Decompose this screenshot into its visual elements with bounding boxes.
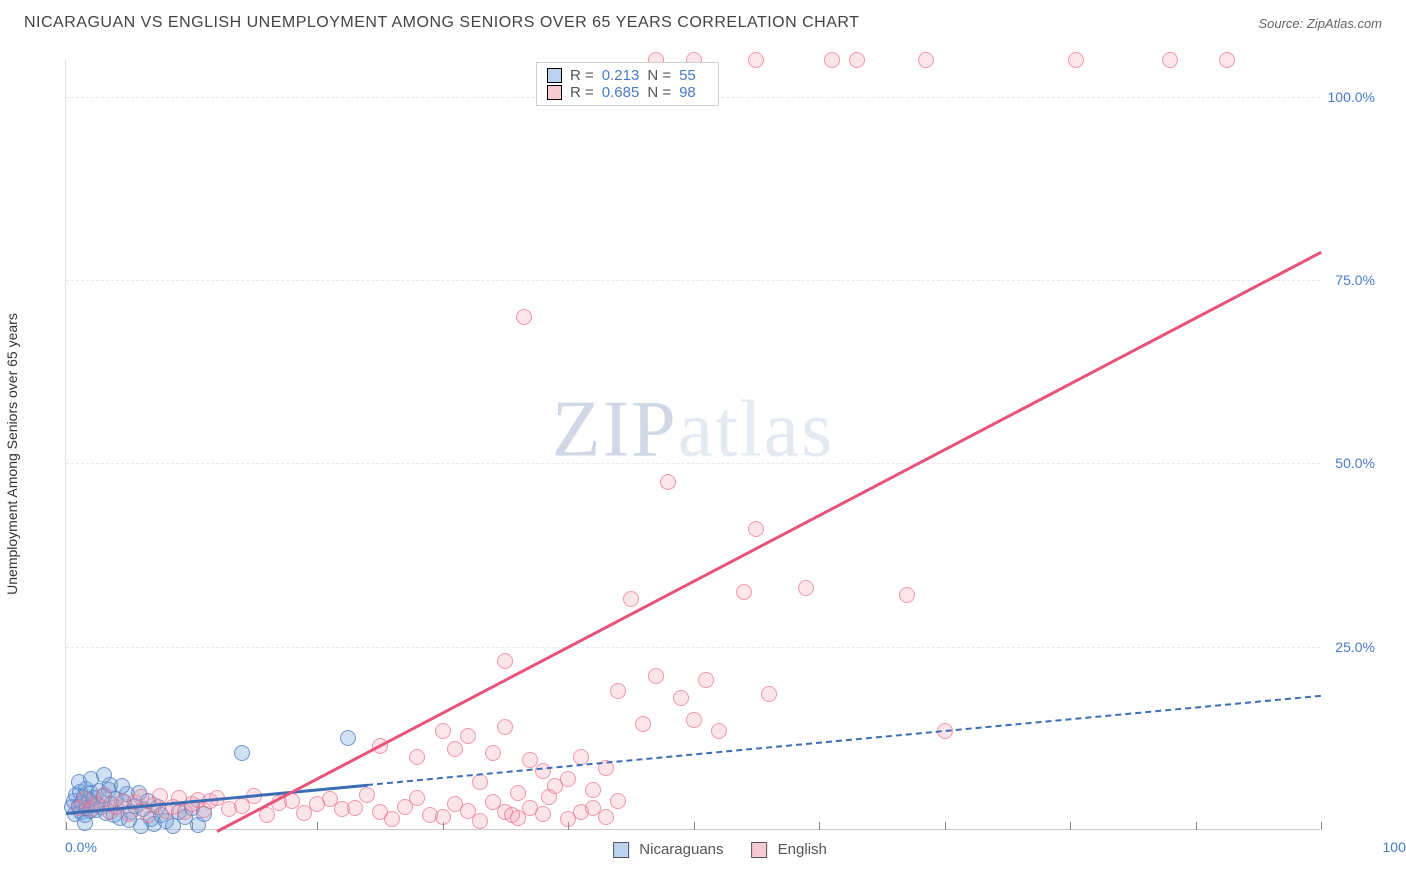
y-axis-label: Unemployment Among Seniors over 65 years bbox=[4, 313, 20, 595]
data-point bbox=[673, 690, 689, 706]
legend: Nicaraguans English bbox=[613, 841, 827, 858]
x-tick bbox=[1196, 822, 1197, 830]
data-point bbox=[485, 745, 501, 761]
x-tick bbox=[819, 822, 820, 830]
n-value: 98 bbox=[679, 84, 696, 101]
data-point bbox=[798, 580, 814, 596]
data-point bbox=[748, 52, 764, 68]
data-point bbox=[472, 813, 488, 829]
data-point bbox=[918, 52, 934, 68]
stats-swatch bbox=[547, 85, 562, 100]
legend-item-english: English bbox=[752, 841, 827, 858]
data-point bbox=[1162, 52, 1178, 68]
gridline bbox=[66, 463, 1320, 464]
data-point bbox=[435, 809, 451, 825]
data-point bbox=[824, 52, 840, 68]
data-point bbox=[849, 52, 865, 68]
plot-area: ZIPatlas 25.0%50.0%75.0%100.0%R =0.213N … bbox=[65, 60, 1320, 830]
data-point bbox=[623, 591, 639, 607]
data-point bbox=[234, 745, 250, 761]
r-value: 0.685 bbox=[602, 84, 640, 101]
n-value: 55 bbox=[679, 67, 696, 84]
stats-swatch bbox=[547, 68, 562, 83]
source-label: Source: ZipAtlas.com bbox=[1258, 16, 1382, 31]
data-point bbox=[535, 763, 551, 779]
data-point bbox=[761, 686, 777, 702]
x-tick bbox=[945, 822, 946, 830]
stats-box: R = 0.213 N = 55 R = 0.685 N = 98 bbox=[536, 62, 719, 106]
data-point bbox=[409, 749, 425, 765]
y-tick-label: 50.0% bbox=[1335, 455, 1375, 471]
data-point bbox=[598, 809, 614, 825]
data-point bbox=[510, 785, 526, 801]
data-point bbox=[340, 730, 356, 746]
data-point bbox=[698, 672, 714, 688]
x-tick bbox=[694, 822, 695, 830]
gridline bbox=[66, 647, 1320, 648]
data-point bbox=[736, 584, 752, 600]
data-point bbox=[573, 749, 589, 765]
data-point bbox=[472, 774, 488, 790]
data-point bbox=[409, 790, 425, 806]
gridline bbox=[66, 280, 1320, 281]
x-tick-max: 100.0% bbox=[1383, 839, 1406, 855]
r-label: R = bbox=[570, 84, 594, 101]
x-tick bbox=[66, 822, 67, 830]
data-point bbox=[610, 683, 626, 699]
data-point bbox=[660, 474, 676, 490]
trend-line bbox=[367, 694, 1321, 785]
data-point bbox=[535, 806, 551, 822]
data-point bbox=[711, 723, 727, 739]
x-tick bbox=[1070, 822, 1071, 830]
y-tick-label: 75.0% bbox=[1335, 272, 1375, 288]
y-tick-label: 100.0% bbox=[1328, 89, 1375, 105]
x-tick-min: 0.0% bbox=[65, 839, 97, 855]
data-point bbox=[497, 653, 513, 669]
data-point bbox=[504, 807, 520, 823]
data-point bbox=[686, 712, 702, 728]
data-point bbox=[635, 716, 651, 732]
page-title: NICARAGUAN VS ENGLISH UNEMPLOYMENT AMONG… bbox=[24, 14, 859, 32]
data-point bbox=[899, 587, 915, 603]
data-point bbox=[460, 728, 476, 744]
data-point bbox=[435, 723, 451, 739]
data-point bbox=[648, 668, 664, 684]
data-point bbox=[359, 787, 375, 803]
data-point bbox=[114, 778, 130, 794]
chart-container: ZIPatlas 25.0% 50.0% 75.0% 100.0% R = 0.213 N … bbox=[65, 60, 1375, 830]
data-point bbox=[610, 793, 626, 809]
data-point bbox=[1219, 52, 1235, 68]
legend-swatch-blue bbox=[613, 842, 629, 858]
data-point bbox=[347, 800, 363, 816]
r-label: R = bbox=[570, 67, 594, 84]
data-point bbox=[541, 789, 557, 805]
x-tick bbox=[1321, 822, 1322, 830]
data-point bbox=[96, 767, 112, 783]
data-point bbox=[447, 741, 463, 757]
n-label: N = bbox=[647, 67, 671, 84]
legend-swatch-pink bbox=[752, 842, 768, 858]
data-point bbox=[384, 811, 400, 827]
n-label: N = bbox=[647, 84, 671, 101]
legend-label: Nicaraguans bbox=[639, 841, 723, 858]
r-value: 0.213 bbox=[602, 67, 640, 84]
watermark: ZIPatlas bbox=[552, 384, 835, 475]
data-point bbox=[748, 521, 764, 537]
data-point bbox=[497, 719, 513, 735]
legend-label: English bbox=[778, 841, 827, 858]
y-tick-label: 25.0% bbox=[1335, 639, 1375, 655]
data-point bbox=[585, 782, 601, 798]
data-point bbox=[1068, 52, 1084, 68]
data-point bbox=[516, 309, 532, 325]
x-tick bbox=[317, 822, 318, 830]
legend-item-nicaraguans: Nicaraguans bbox=[613, 841, 723, 858]
